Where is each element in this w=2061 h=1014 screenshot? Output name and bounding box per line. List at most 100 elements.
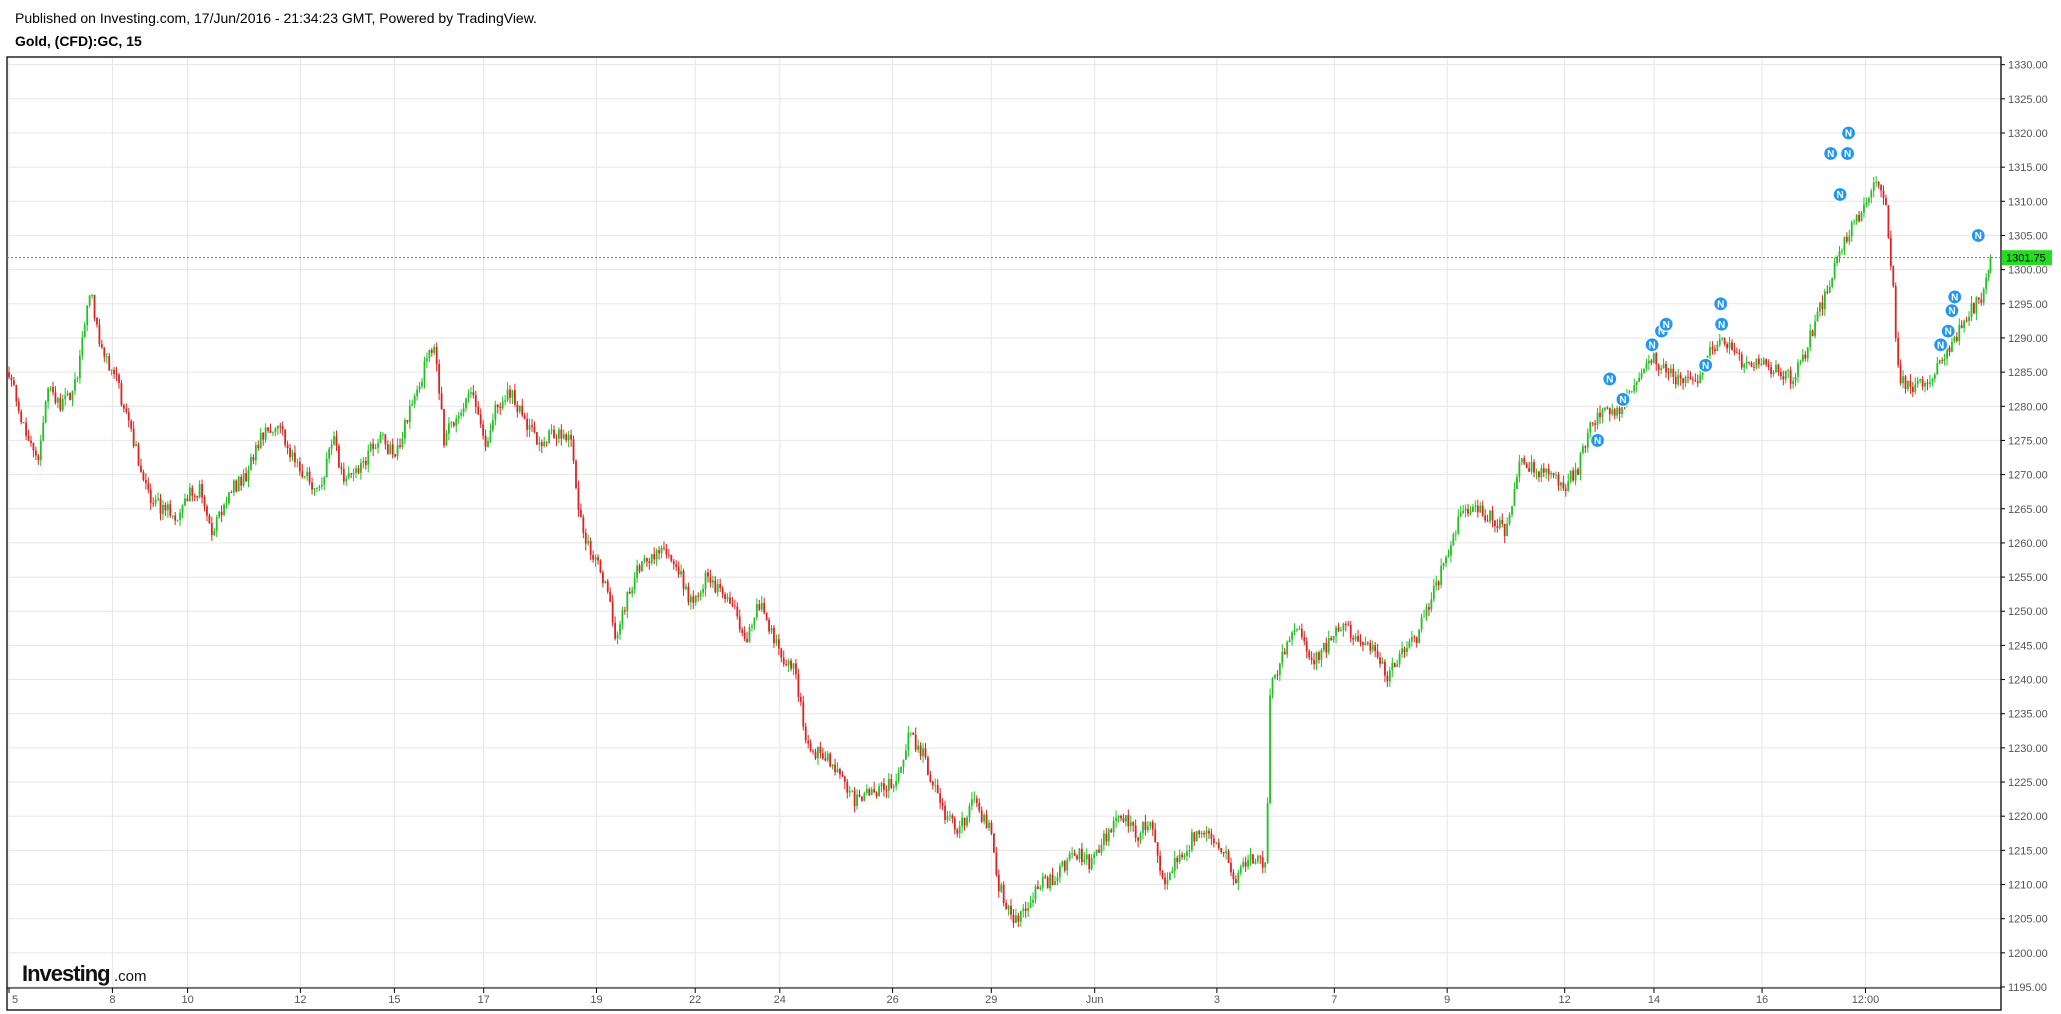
candle (1743, 363, 1746, 374)
candle (870, 786, 873, 796)
candle (176, 519, 179, 522)
candle (1640, 368, 1643, 381)
candle (220, 505, 223, 523)
candle (1051, 867, 1054, 886)
y-tick-label: 1320.00 (2008, 128, 2048, 140)
x-tick-label: 8 (109, 994, 115, 1006)
news-marker[interactable]: N (1940, 323, 1956, 339)
candle (313, 488, 316, 496)
candle (372, 438, 375, 457)
candle (1941, 357, 1944, 364)
candle (914, 727, 917, 753)
candle (1496, 519, 1499, 533)
candle (42, 415, 45, 442)
candle (531, 418, 533, 432)
candle (655, 548, 658, 566)
candle (934, 778, 937, 793)
candle (1112, 816, 1115, 838)
candle (404, 418, 406, 445)
news-marker[interactable]: N (1713, 296, 1729, 312)
candle (966, 815, 968, 828)
candle (865, 784, 868, 796)
candle (262, 432, 265, 446)
news-marker[interactable]: N (1970, 227, 1986, 244)
candle (804, 722, 807, 744)
candle (1063, 859, 1066, 873)
candle (1173, 850, 1176, 879)
candle (975, 795, 978, 808)
y-tick-label: 1305.00 (2008, 230, 2048, 242)
news-marker[interactable]: N (1698, 357, 1714, 373)
candle (272, 431, 274, 437)
candle (492, 413, 494, 433)
candle (1022, 904, 1025, 918)
news-marker-label: N (1619, 395, 1626, 406)
candle (147, 477, 150, 494)
news-marker[interactable]: N (1589, 432, 1606, 449)
candle (154, 495, 157, 507)
news-marker[interactable]: N (1832, 186, 1848, 203)
candle (667, 548, 670, 559)
candle (572, 435, 575, 464)
candle (91, 293, 93, 299)
candle (599, 559, 602, 574)
candle (1322, 642, 1325, 653)
candle (1371, 640, 1374, 653)
y-tick-label: 1245.00 (2008, 640, 2048, 652)
news-marker[interactable]: N (1840, 125, 1857, 141)
candle (1880, 184, 1882, 198)
candle (543, 436, 546, 448)
candle (1281, 644, 1284, 668)
news-marker[interactable]: N (1947, 289, 1963, 305)
candle (980, 806, 983, 824)
candle (829, 752, 832, 768)
candle (1845, 232, 1848, 244)
candle (738, 609, 741, 633)
news-marker[interactable]: N (1823, 145, 1839, 162)
svg-text:1301.75: 1301.75 (2006, 253, 2046, 265)
news-marker[interactable]: N (1615, 391, 1631, 408)
candle (269, 423, 272, 433)
candle (1584, 445, 1587, 453)
candle (1430, 592, 1433, 613)
candle (499, 402, 502, 415)
candle (164, 502, 167, 517)
candle (298, 457, 301, 476)
news-marker[interactable]: N (1840, 145, 1856, 162)
candle (242, 469, 245, 488)
candle (790, 658, 792, 672)
candle (1672, 363, 1675, 385)
candle (577, 480, 580, 517)
news-marker[interactable]: N (1944, 303, 1960, 319)
candle (1782, 370, 1785, 386)
news-marker[interactable]: N (1658, 316, 1674, 332)
candle (1506, 517, 1509, 537)
candle (1547, 463, 1550, 482)
news-marker[interactable]: N (1602, 371, 1618, 387)
candle (1630, 390, 1633, 394)
candle (1709, 341, 1711, 361)
candle (362, 457, 365, 469)
news-marker[interactable]: N (1714, 316, 1730, 332)
time-axis[interactable]: 5 8 10 12 15 17 19 22 24 26 29 Jun 3 7 9 12 14 16 12:00 (8, 988, 1879, 1006)
candle (1296, 628, 1298, 632)
candle (1452, 532, 1455, 547)
candle (660, 545, 663, 559)
candle (489, 423, 492, 443)
candle (1804, 351, 1807, 362)
candle (232, 479, 235, 497)
candle (1801, 348, 1804, 363)
candle (208, 513, 211, 525)
news-marker[interactable]: N (1933, 337, 1949, 353)
candle (1819, 301, 1821, 317)
news-marker[interactable]: N (1644, 337, 1660, 353)
y-tick-label: 1250.00 (2008, 606, 2048, 618)
candle (1283, 648, 1286, 655)
candle (1985, 273, 1988, 295)
candle (927, 755, 929, 776)
candle (1628, 389, 1631, 395)
price-axis[interactable]: 1195.00 1200.00 1205.00 1210.00 1215.00 1220.… (2001, 60, 2048, 994)
candle (1195, 830, 1198, 842)
